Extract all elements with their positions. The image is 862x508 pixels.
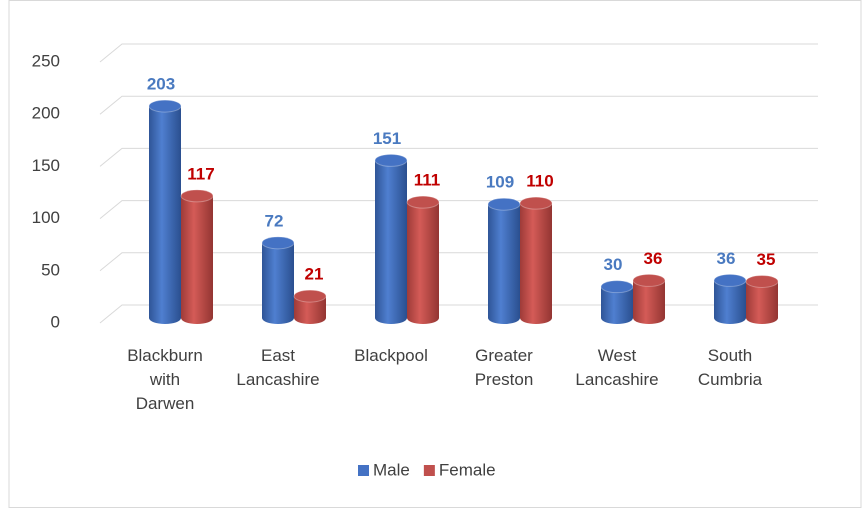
bar-top [261, 236, 295, 250]
data-label: 36 [644, 249, 663, 268]
bar-body [262, 242, 294, 324]
y-tick-label: 0 [51, 312, 60, 331]
data-label: 21 [305, 265, 324, 284]
bar [745, 274, 779, 324]
y-tick-label: 250 [32, 51, 60, 70]
bar-body [488, 204, 520, 324]
bar-top [406, 195, 440, 209]
data-label: 109 [486, 173, 514, 192]
bar [261, 236, 295, 324]
bar-top [632, 273, 666, 287]
data-label: 203 [147, 75, 175, 94]
legend-label: Female [439, 460, 496, 479]
legend-label: Male [373, 460, 410, 479]
bar [600, 280, 634, 324]
legend-swatch [423, 465, 435, 476]
bar-body [520, 203, 552, 324]
grid-line [99, 95, 818, 115]
data-label: 111 [414, 171, 441, 190]
grid-line [99, 252, 818, 272]
bar-top [519, 196, 553, 210]
y-tick-label: 100 [32, 208, 60, 227]
bar-top [745, 274, 779, 288]
bar-body [375, 160, 407, 324]
grid-line [99, 304, 818, 324]
bar [713, 273, 747, 324]
x-tick-label: Blackpool [354, 346, 428, 365]
bar [148, 99, 182, 325]
bar-body [294, 296, 326, 324]
data-label: 151 [373, 129, 401, 148]
y-tick-label: 150 [32, 156, 60, 175]
bar [406, 195, 440, 324]
x-tick-label: South Cumbria [698, 346, 763, 389]
data-label: 72 [265, 211, 284, 230]
bar [374, 153, 408, 324]
grid-line [99, 147, 818, 167]
legend-swatch [358, 465, 369, 476]
bar [487, 197, 521, 324]
data-label: 30 [604, 255, 623, 274]
x-tick-label: Blackburn with Darwen [127, 346, 203, 413]
x-tick-label: East Lancashire [236, 346, 319, 389]
data-label: 110 [526, 172, 553, 191]
bar-top [600, 280, 634, 294]
bar [632, 273, 666, 324]
bar-body [407, 202, 439, 324]
bar-top [293, 289, 327, 303]
bar-top [374, 153, 408, 167]
bar-body [633, 280, 665, 324]
bar-top [713, 273, 747, 287]
bar [519, 196, 553, 324]
y-tick-label: 200 [32, 104, 60, 123]
bar-top [487, 197, 521, 211]
data-label: 36 [717, 249, 736, 268]
grid-line [99, 43, 818, 63]
bar-body [601, 286, 633, 324]
bar-top [180, 189, 214, 203]
grid-line [99, 200, 818, 219]
bar [293, 289, 327, 324]
y-tick-label: 50 [41, 260, 60, 279]
data-label: 35 [757, 250, 776, 269]
bar-body [714, 280, 746, 324]
data-label: 117 [187, 164, 214, 183]
x-tick-label: Greater Preston [475, 346, 534, 389]
bar-body [181, 195, 213, 324]
x-tick-label: West Lancashire [575, 346, 658, 389]
bar [180, 189, 214, 324]
bar-body [149, 106, 181, 325]
bar-body [746, 281, 778, 324]
bar-top [148, 99, 182, 113]
